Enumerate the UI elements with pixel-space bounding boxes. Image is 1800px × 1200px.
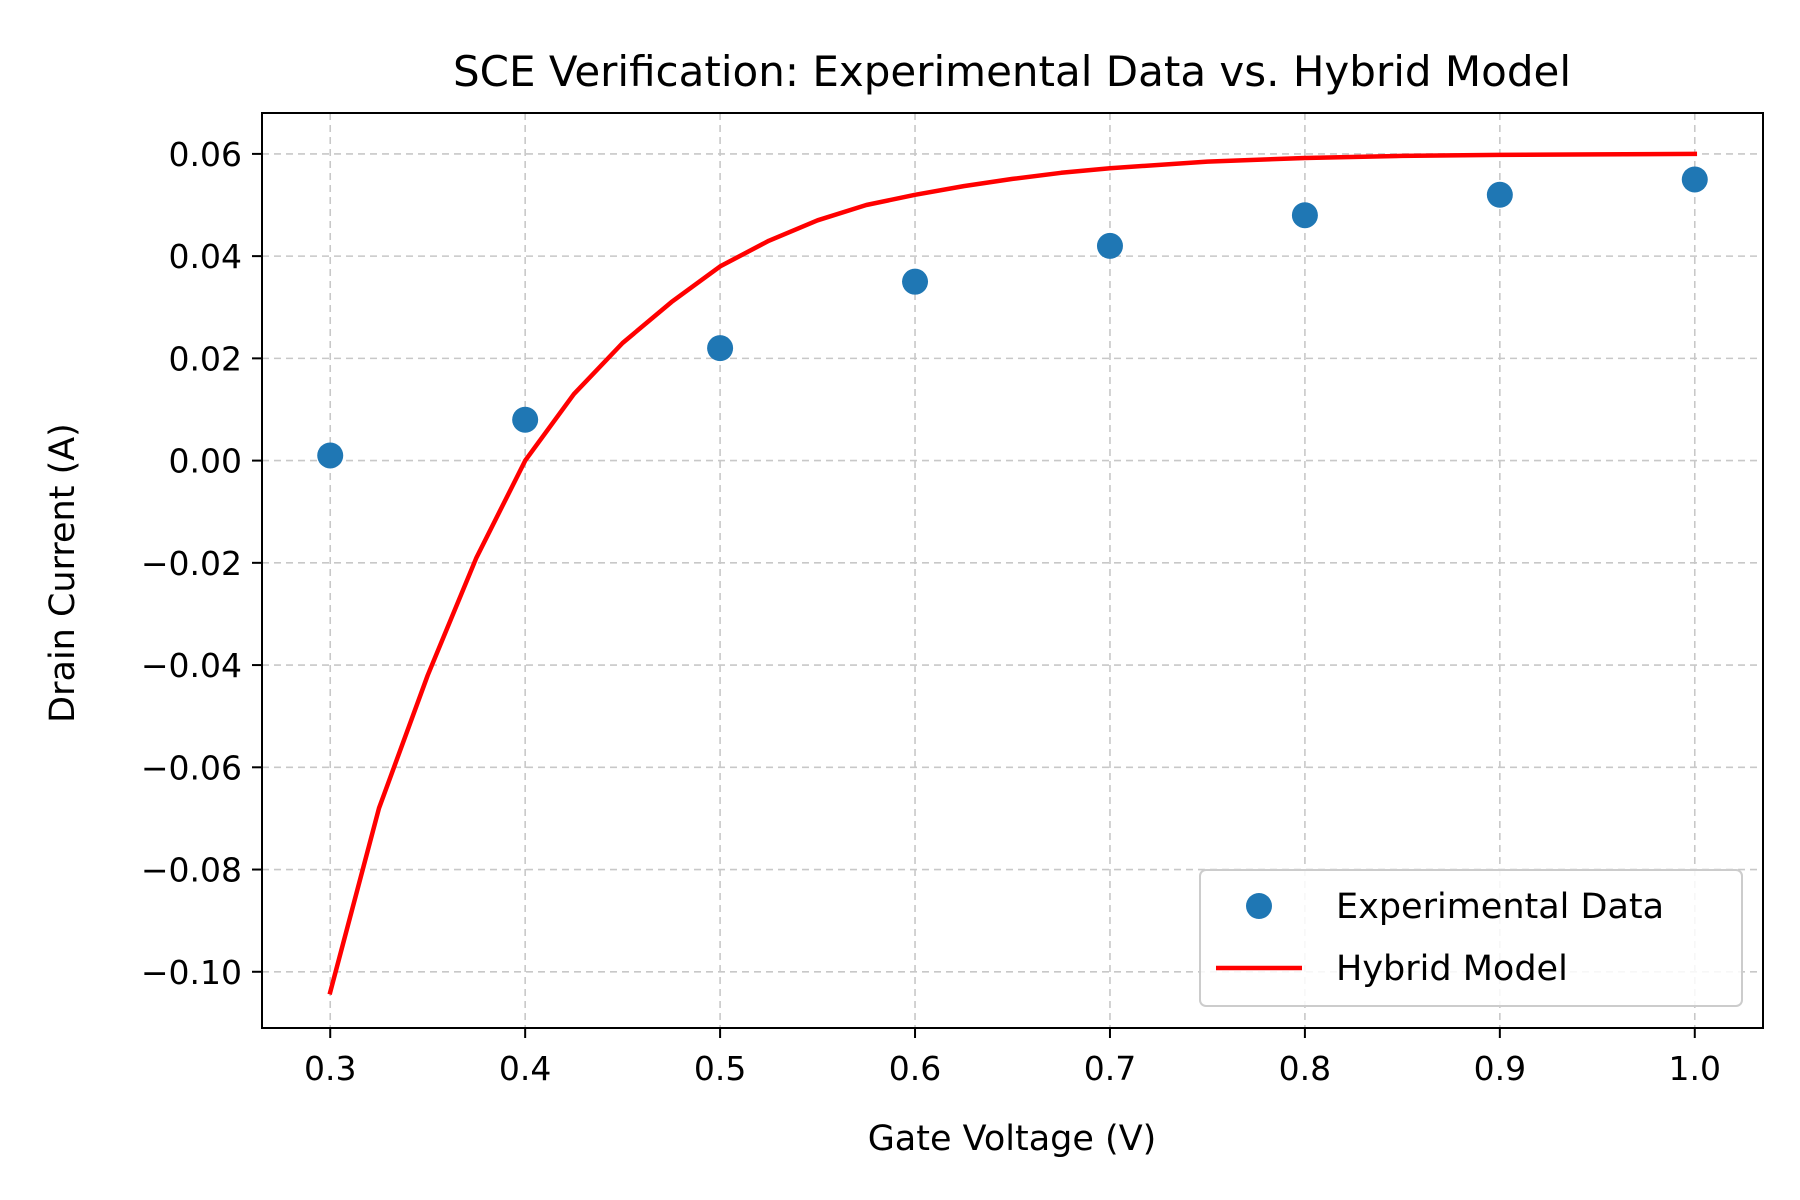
legend-label: Experimental Data	[1336, 887, 1664, 927]
y-tick-label: −0.06	[141, 748, 242, 787]
x-tick-label: 0.4	[499, 1049, 551, 1088]
y-tick-label: 0.00	[169, 442, 242, 481]
y-tick-label: −0.10	[141, 953, 242, 992]
experimental-data-point	[1291, 202, 1318, 229]
legend-marker-experimental-data	[1246, 893, 1272, 919]
y-tick-label: −0.04	[141, 646, 242, 685]
axis-ticks: 0.3 0.4 0.5 0.6 0.7 0.8 0.9 1.0 0.06 0.04 0.02 0.00…	[141, 135, 1721, 1088]
experimental-data-point	[1681, 166, 1708, 193]
experimental-data-point	[512, 406, 539, 433]
y-axis-label: Drain Current (A)	[43, 423, 83, 723]
x-tick-label: 0.8	[1279, 1049, 1331, 1088]
legend-label: Hybrid Model	[1336, 949, 1568, 989]
x-tick-label: 0.5	[694, 1049, 746, 1088]
x-tick-label: 0.3	[304, 1049, 356, 1088]
experimental-data-point	[317, 442, 344, 469]
experimental-data-point	[1486, 181, 1513, 208]
legend: Experimental Data Hybrid Model	[1199, 869, 1743, 1007]
x-tick-label: 0.6	[889, 1049, 941, 1088]
y-tick-label: 0.06	[169, 135, 242, 174]
chart-title: SCE Verification: Experimental Data vs. …	[453, 47, 1571, 96]
experimental-data-point	[707, 335, 734, 362]
x-tick-label: 1.0	[1669, 1049, 1721, 1088]
y-tick-label: 0.04	[169, 237, 242, 276]
legend-box	[1199, 869, 1743, 1007]
plot-frame	[261, 112, 1764, 1029]
x-axis-label: Gate Voltage (V)	[868, 1119, 1157, 1159]
y-tick-label: −0.08	[141, 851, 242, 890]
plot-series	[317, 151, 1708, 995]
y-tick-label: 0.02	[169, 339, 242, 378]
x-tick-label: 0.9	[1474, 1049, 1526, 1088]
experimental-data-point	[1096, 232, 1123, 259]
y-tick-label: −0.02	[141, 544, 242, 583]
experimental-data-point	[902, 268, 929, 295]
hybrid-model-line	[327, 151, 1698, 995]
x-tick-label: 0.7	[1084, 1049, 1136, 1088]
